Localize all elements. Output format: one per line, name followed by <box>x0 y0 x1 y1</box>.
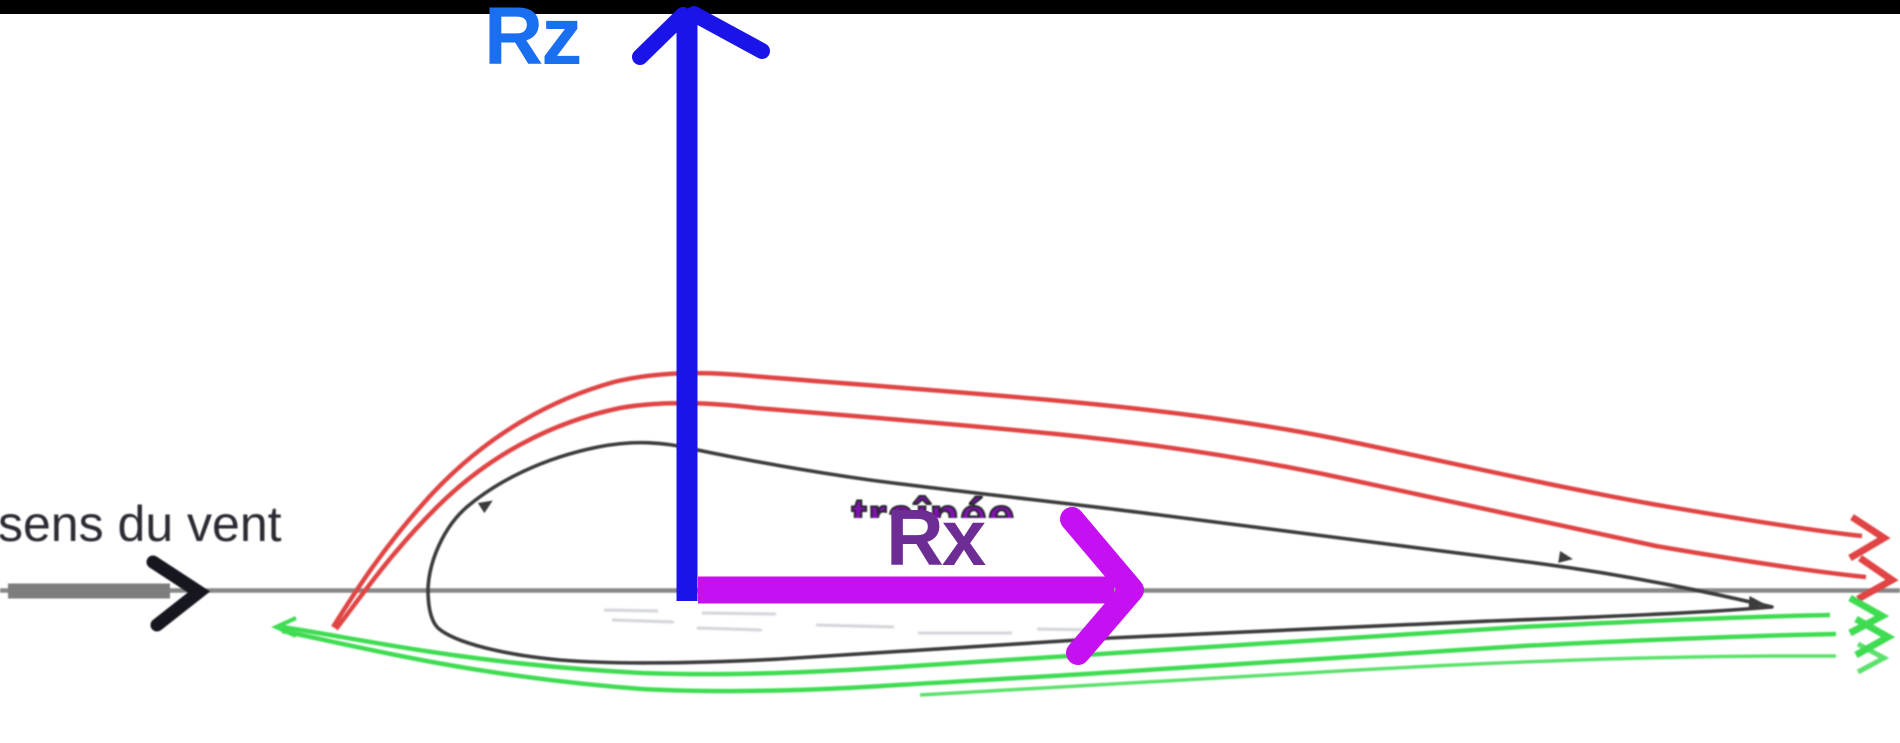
top-black-bar <box>0 0 1900 14</box>
ghost-erased-marks <box>603 608 1098 635</box>
ghost-drag-word: traînée <box>851 493 1029 518</box>
lift-force-label: Rz <box>484 0 582 82</box>
wind-direction-label: sens du vent <box>0 496 282 552</box>
red-streamline-2 <box>334 400 1867 631</box>
lift-arrowhead-right-wing-icon <box>686 6 770 59</box>
lower-streamlines <box>271 594 1896 697</box>
airfoil-outline <box>426 440 1774 665</box>
wind-arrowhead-icon <box>146 555 211 632</box>
green-streamline-1-arrowhead-icon <box>1848 594 1890 637</box>
contour-arrow-icon <box>1558 551 1573 563</box>
lift-arrowhead-left-wing-icon <box>632 7 691 65</box>
green-streamline-1 <box>281 612 1831 677</box>
contour-flow-arrows <box>477 500 1765 610</box>
upper-streamlines <box>331 370 1899 631</box>
lift-force-arrow <box>632 6 770 601</box>
green-streamline-3 <box>919 654 1836 697</box>
red-streamline-1 <box>331 370 1863 629</box>
red-streamline-1-arrowhead-icon <box>1848 514 1891 562</box>
green-streamline-3-arrowhead-icon <box>1856 641 1890 675</box>
drag-force-label: Rx <box>886 493 986 582</box>
drag-force-arrow <box>698 507 1144 665</box>
ghost-drag-word-clip: traînée <box>851 493 1029 518</box>
wind-direction-arrow <box>8 555 211 632</box>
drag-arrowhead-icon <box>1060 507 1144 665</box>
red-streamline-2-arrowhead-icon <box>1856 555 1899 603</box>
contour-arrow-icon <box>477 500 493 514</box>
green-streamline-2 <box>281 628 1837 694</box>
contour-arrow-icon <box>1748 595 1765 610</box>
